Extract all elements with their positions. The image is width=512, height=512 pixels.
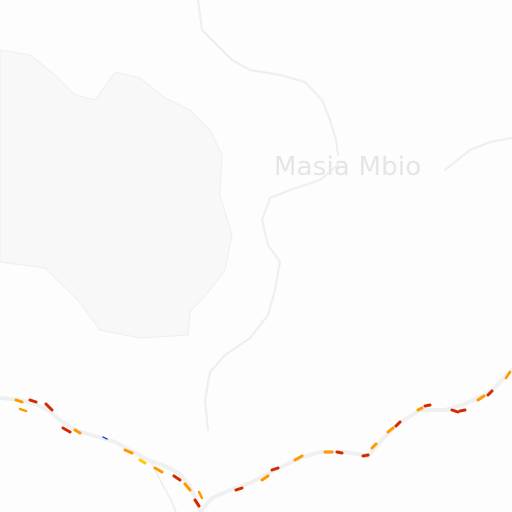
traffic-overlay [14, 370, 512, 508]
road-main [198, 368, 512, 512]
place-label: Masia Mbio [274, 152, 422, 182]
boundary-line [196, 0, 340, 157]
boundary-line [203, 163, 340, 432]
boundary-line [443, 136, 512, 172]
region-area [0, 49, 233, 339]
boundary-line [149, 459, 177, 512]
road-main [0, 396, 202, 512]
